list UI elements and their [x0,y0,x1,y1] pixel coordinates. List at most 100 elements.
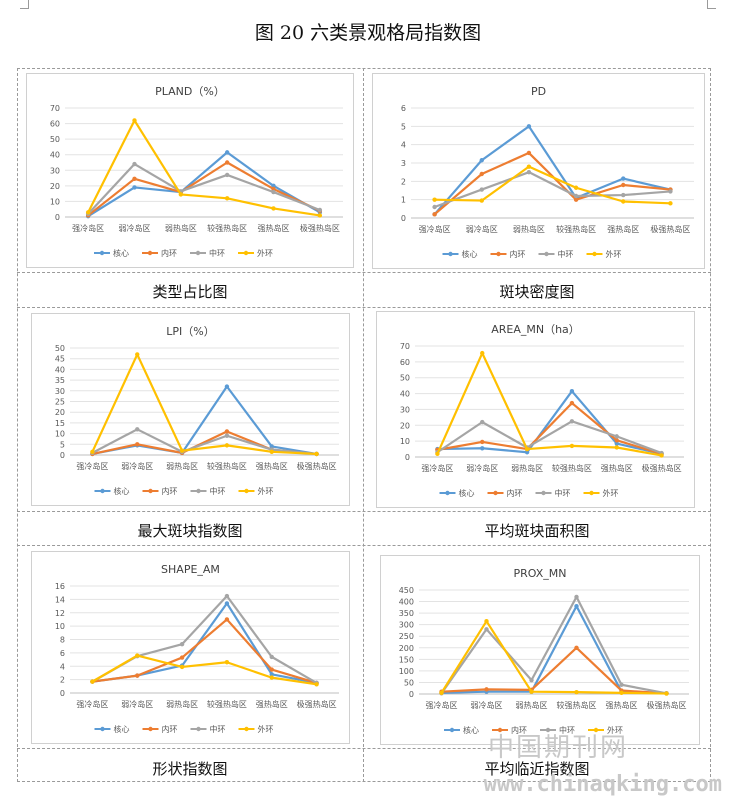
data-point [224,443,230,448]
x-tick-label: 强热岛区 [258,223,290,233]
x-tick-label: 弱冷岛区 [466,463,498,473]
y-tick-label: 8 [60,636,65,645]
caption-lpi: 最大斑块指数图 [137,522,243,540]
data-point [271,206,276,211]
y-tick-label: 200 [399,644,414,653]
y-tick-label: 40 [50,151,60,160]
data-point [269,654,274,660]
data-point [132,161,137,167]
x-tick-label: 弱冷岛区 [121,461,153,471]
data-point [569,400,575,406]
data-point [271,186,276,192]
table-divider-4 [17,545,711,546]
series-line [91,654,317,686]
data-point [224,660,230,665]
legend-marker [148,726,153,732]
data-point [621,176,626,181]
y-tick-label: 70 [400,342,410,351]
x-tick-label: 强冷岛区 [419,224,451,234]
series-line [91,428,317,456]
y-tick-label: 0 [409,690,414,699]
legend-marker [244,726,249,732]
data-point [85,210,91,215]
data-point [479,171,484,177]
x-tick-label: 强冷岛区 [72,223,104,233]
legend-marker [493,490,498,496]
y-tick-label: 16 [55,582,65,591]
data-point [224,593,230,599]
legend-label: 中环 [555,488,571,498]
x-tick-label: 弱冷岛区 [466,224,498,234]
figure-table [17,68,711,782]
corner-mark [707,0,716,9]
data-point [224,196,230,201]
data-point [178,192,184,197]
data-point [179,641,185,647]
data-point [90,449,95,454]
data-point [480,419,485,425]
legend-label: 核心 [463,725,479,735]
data-point [526,124,532,129]
y-tick-label: 20 [55,408,65,417]
data-point [224,601,230,606]
data-point [574,645,579,650]
table-divider-3 [17,511,711,512]
chart-area-mn: AREA_MN（ha） 0 10 20 30 40 50 60 70 强冷岛区 弱冷岛区 弱热岛区 较强… [376,311,695,508]
y-tick-label: 15 [55,419,65,428]
y-tick-label: 250 [399,632,414,641]
series-line [433,125,671,216]
data-point [224,429,230,434]
legend-marker [541,490,546,496]
y-tick-label: 20 [50,182,60,191]
y-tick-label: 40 [400,390,410,399]
data-point [569,443,575,449]
watermark-url: www.chinaqking.com [483,772,722,797]
data-point [269,672,274,677]
y-tick-label: 5 [60,440,65,449]
data-point [569,419,575,424]
legend-marker [196,488,201,494]
y-tick-label: 20 [400,421,410,430]
legend-marker [593,727,599,733]
legend-marker [544,251,549,257]
data-point [269,444,274,449]
y-tick-label: 10 [55,622,65,631]
data-point [479,187,484,192]
y-tick-label: 10 [400,437,410,446]
table-divider-vertical [363,68,364,782]
data-point [179,448,185,453]
x-tick-label: 极强热岛区 [650,224,690,234]
data-point [224,172,230,178]
data-point [269,667,274,672]
x-tick-label: 极强热岛区 [300,223,340,233]
data-point [621,192,626,198]
data-point [90,679,95,684]
legend-marker [589,490,594,496]
table-divider-2 [17,307,711,308]
data-point [132,185,137,190]
y-tick-label: 40 [55,365,65,374]
chart-title: PLAND（%） [155,85,225,98]
chart-lpi: LPI（%） 0 5 10 15 20 25 30 35 40 45 50 强冷岛区 弱冷岛区 弱热岛区 较强… [31,313,350,506]
y-tick-label: 0 [401,214,406,223]
x-tick-label: 强热岛区 [256,461,288,471]
watermark-cn: 中国期刊网 [487,733,628,763]
legend-marker [244,488,249,494]
caption-area-mn: 平均斑块面积图 [484,522,590,540]
series-line [440,595,667,695]
y-tick-label: 350 [399,609,414,618]
x-tick-label: 弱冷岛区 [471,700,503,710]
data-point [271,189,276,195]
x-tick-label: 弱热岛区 [511,463,543,473]
data-point [480,350,485,356]
series-line [87,161,321,217]
chart-prox-mn: PROX_MN 0 50 100 150 200 250 300 350 400 450 强冷岛区 弱冷… [380,555,700,745]
legend-label: 内环 [162,724,178,734]
series-line [437,401,662,455]
x-tick-label: 较强热岛区 [552,463,592,473]
x-tick-label: 强冷岛区 [421,463,453,473]
y-tick-label: 14 [55,595,65,604]
data-point [573,197,579,202]
y-tick-label: 70 [50,104,60,113]
